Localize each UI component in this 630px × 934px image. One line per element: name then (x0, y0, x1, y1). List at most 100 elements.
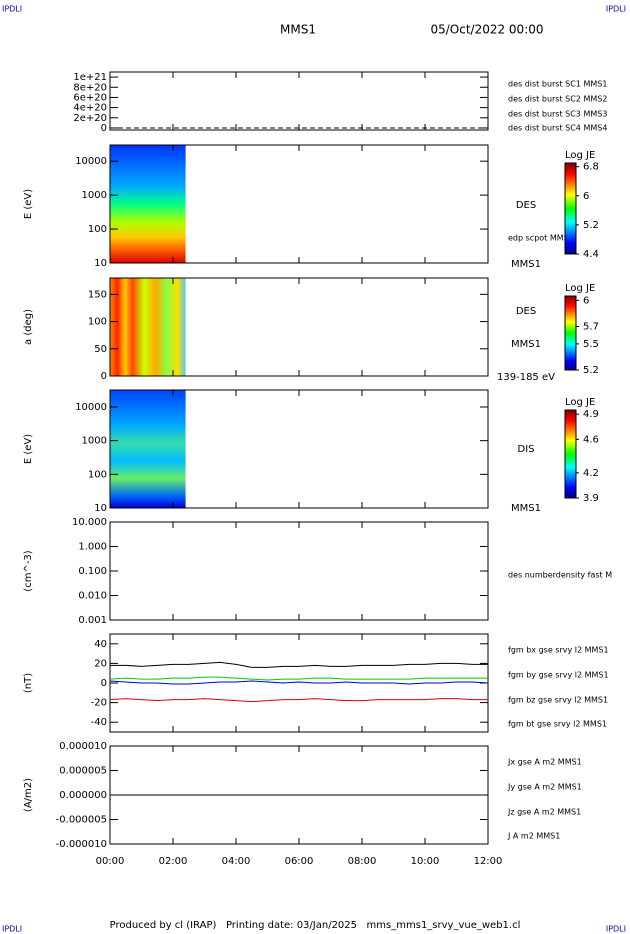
y-tick-label: 0.100 (78, 566, 107, 577)
y-axis-label: E (eV) (23, 189, 34, 219)
panel-label: MMS1 (511, 259, 541, 270)
colorbar-tick-label: 5.2 (583, 365, 599, 376)
x-tick-label: 04:00 (222, 856, 251, 867)
y-tick-label: 0 (101, 371, 107, 382)
legend-entry: fgm by gse srvy l2 MMS1 (508, 671, 609, 680)
legend-entry: fgm bx gse srvy l2 MMS1 (508, 646, 609, 655)
colorbar-tick-label: 5.2 (583, 220, 599, 231)
colorbar-tick-label: 4.2 (583, 468, 599, 479)
colorbar-tick-label: 5.7 (583, 321, 599, 332)
y-tick-label: 0.000010 (59, 741, 107, 752)
panel-label: MMS1 (511, 339, 541, 350)
legend-entry: des dist burst SC1 MMS1 (508, 80, 607, 89)
y-tick-label: 1e+21 (73, 72, 107, 83)
y-axis-label: a (deg) (23, 309, 34, 345)
mission-title: MMS1 (280, 23, 316, 37)
colorbar-tick-label: 6 (583, 191, 589, 202)
colorbar (564, 409, 577, 499)
y-tick-label: 0.010 (78, 591, 107, 602)
series-line (109, 676, 488, 681)
x-tick-label: 08:00 (348, 856, 377, 867)
y-tick-label: 10 (94, 258, 107, 269)
legend-entry: des numberdensity fast M (508, 571, 612, 580)
legend-entry: Jy gse A m2 MMS1 (507, 783, 582, 792)
colorbar-title: Log JE (565, 150, 595, 161)
spectrogram (110, 390, 186, 508)
plot-frame (109, 521, 489, 621)
y-tick-label: 1000 (82, 436, 107, 447)
y-tick-label: 0 (101, 678, 107, 689)
series-line (109, 680, 489, 685)
y-tick-label: 20 (94, 658, 107, 669)
y-tick-label: 0.001 (78, 615, 107, 626)
y-tick-label: 100 (88, 317, 107, 328)
y-tick-label: -40 (91, 717, 107, 728)
colorbar-tick-label: 4.4 (583, 249, 599, 260)
colorbar-title: Log JE (565, 397, 595, 408)
legend-entry: fgm bt gse srvy l2 MMS1 (508, 720, 607, 729)
y-tick-label: 4e+20 (73, 103, 107, 114)
y-tick-label: 40 (94, 639, 107, 650)
panel-label: DES (516, 306, 536, 317)
y-tick-label: 6e+20 (73, 92, 107, 103)
legend-entry: fgm bz gse srvy l2 MMS1 (508, 696, 608, 705)
plot-frame (109, 71, 489, 131)
y-tick-label: 0.000000 (59, 790, 107, 801)
panel-label: DIS (518, 444, 535, 455)
y-tick-label: 100 (88, 224, 107, 235)
legend-entry: Jz gse A m2 MMS1 (507, 808, 581, 817)
series-line (109, 698, 488, 703)
panel-label: DES (516, 200, 536, 211)
spectrogram (110, 145, 186, 263)
colorbar-tick-label: 6 (583, 295, 589, 306)
panel-label: MMS1 (511, 503, 541, 514)
y-tick-label: 10000 (75, 402, 107, 413)
colorbar-tick-label: 4.6 (583, 434, 599, 445)
y-tick-label: 2e+20 (73, 113, 107, 124)
spectrogram (110, 278, 186, 376)
y-tick-label: 10.000 (72, 517, 107, 528)
panel-label: edp scpot MMS1 (508, 234, 574, 243)
y-axis-label: (A/m2) (23, 778, 34, 812)
series-line (110, 661, 488, 668)
colorbar-tick-label: 3.9 (583, 493, 599, 504)
corner-label: IPDLI (2, 925, 22, 934)
legend-entry: des dist burst SC4 MMS4 (508, 124, 607, 133)
y-tick-label: 10 (94, 503, 107, 514)
x-tick-label: 10:00 (411, 856, 440, 867)
legend-entry: des dist burst SC3 MMS3 (508, 110, 607, 119)
y-tick-label: 100 (88, 469, 107, 480)
y-tick-label: 8e+20 (73, 82, 107, 93)
y-tick-label: -0.000005 (56, 815, 107, 826)
y-tick-label: 1000 (82, 190, 107, 201)
x-tick-label: 06:00 (285, 856, 314, 867)
x-tick-label: 00:00 (96, 856, 125, 867)
x-tick-label: 02:00 (159, 856, 188, 867)
y-axis-label: E (eV) (23, 434, 34, 464)
colorbar (564, 162, 577, 255)
x-tick-label: 12:00 (474, 856, 503, 867)
footer-text: Produced by cl (IRAP) Printing date: 03/… (110, 920, 521, 931)
colorbar-title: Log JE (565, 283, 595, 294)
y-axis-label: (nT) (23, 673, 34, 693)
y-tick-label: 150 (88, 289, 107, 300)
y-tick-label: 0.000005 (59, 766, 107, 777)
legend-entry: des dist burst SC2 MMS2 (508, 95, 607, 104)
y-tick-label: 10000 (75, 156, 107, 167)
legend-entry: Jx gse A m2 MMS1 (507, 758, 582, 767)
date-title: 05/Oct/2022 00:00 (430, 23, 543, 37)
legend-entry: J A m2 MMS1 (507, 832, 560, 841)
colorbar-tick-label: 5.5 (583, 339, 599, 350)
y-tick-label: 50 (94, 344, 107, 355)
colorbar-tick-label: 4.9 (583, 409, 599, 420)
corner-label: IPDLI (606, 925, 626, 934)
y-axis-label: (cm^-3) (23, 550, 34, 591)
y-tick-label: 1.000 (78, 542, 107, 553)
colorbar-tick-label: 6.8 (583, 162, 599, 173)
y-tick-label: -20 (91, 698, 107, 709)
corner-label: IPDLI (2, 5, 22, 14)
y-tick-label: 0 (101, 123, 107, 134)
